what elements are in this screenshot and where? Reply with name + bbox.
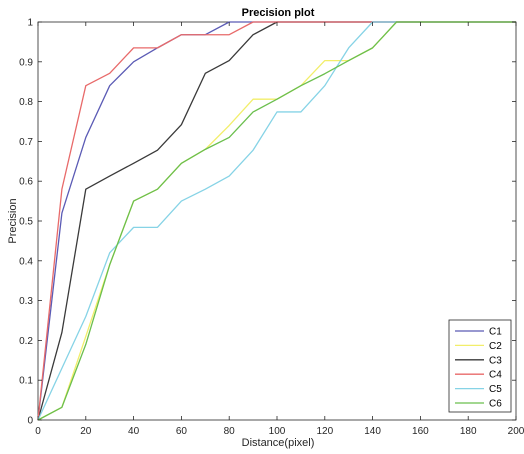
y-tick-label: 0.9	[19, 57, 33, 68]
y-tick-label: 0.5	[19, 217, 33, 228]
x-axis-ticks: 0 20 40 60 80 100 120 140 160 180 200	[35, 22, 524, 437]
y-tick-label: 1	[27, 18, 33, 29]
y-tick-label: 0	[27, 416, 33, 427]
y-tick-label: 0.1	[19, 376, 33, 387]
series-line-c6	[37, 21, 516, 421]
x-tick-label: 140	[364, 426, 381, 437]
legend-label-c6: C6	[489, 399, 502, 410]
x-tick-label: 120	[316, 426, 333, 437]
x-tick-label: 100	[269, 426, 286, 437]
y-tick-label: 0.2	[19, 336, 33, 347]
x-tick-label: 60	[176, 426, 188, 437]
legend-label-c1: C1	[489, 327, 502, 338]
legend: C1 C2 C3 C4 C5 C6	[448, 319, 512, 413]
y-tick-label: 0.7	[19, 137, 33, 148]
chart-title: Precision plot	[242, 7, 315, 19]
x-tick-label: 40	[128, 426, 140, 437]
y-axis-ticks: 0 0.1 0.2 0.3 0.4 0.5 0.6 0.7 0.8 0.9 1	[19, 18, 516, 427]
x-axis-label: Distance(pixel)	[242, 437, 315, 449]
y-tick-label: 0.4	[19, 256, 33, 267]
y-tick-label: 0.6	[19, 177, 33, 188]
x-tick-label: 160	[412, 426, 429, 437]
legend-label-c3: C3	[489, 355, 502, 366]
legend-label-c5: C5	[489, 384, 502, 395]
x-tick-label: 180	[460, 426, 477, 437]
y-tick-label: 0.8	[19, 97, 33, 108]
legend-box	[448, 319, 512, 413]
y-tick-label: 0.3	[19, 296, 33, 307]
x-tick-label: 80	[224, 426, 236, 437]
x-tick-label: 20	[80, 426, 92, 437]
x-tick-label: 200	[508, 426, 524, 437]
y-axis-label: Precision	[7, 198, 19, 243]
x-tick-label: 0	[35, 426, 41, 437]
plot-area	[37, 21, 517, 421]
legend-label-c2: C2	[489, 341, 502, 352]
legend-label-c4: C4	[489, 370, 502, 381]
